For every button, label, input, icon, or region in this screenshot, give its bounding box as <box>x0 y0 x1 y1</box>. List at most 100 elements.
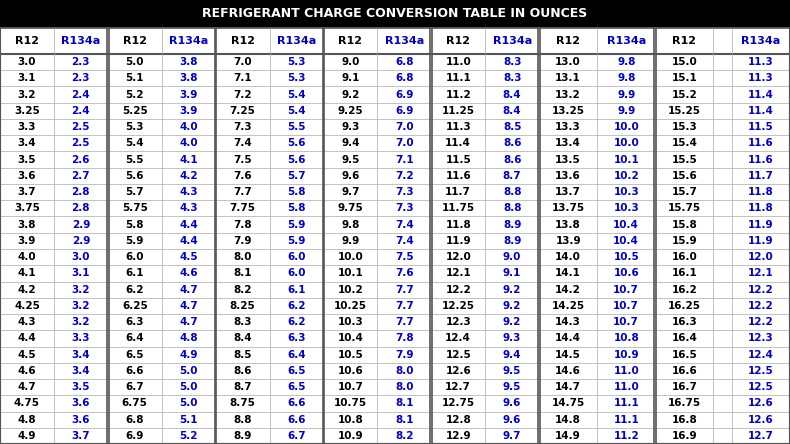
Text: R134a: R134a <box>276 36 316 46</box>
Text: 5.9: 5.9 <box>288 236 306 246</box>
Text: 16.9: 16.9 <box>672 431 697 441</box>
Text: 8.0: 8.0 <box>395 382 414 392</box>
Text: 13.5: 13.5 <box>555 155 581 165</box>
Text: 3.6: 3.6 <box>72 415 90 424</box>
Text: 9.9: 9.9 <box>341 236 359 246</box>
Text: 8.1: 8.1 <box>233 268 252 278</box>
Text: 3.8: 3.8 <box>179 73 198 83</box>
Text: 14.0: 14.0 <box>555 252 581 262</box>
Text: 4.0: 4.0 <box>179 122 198 132</box>
Text: R134a: R134a <box>741 36 781 46</box>
Text: 4.1: 4.1 <box>17 268 36 278</box>
Text: 12.75: 12.75 <box>442 398 475 408</box>
Text: 10.25: 10.25 <box>334 301 367 311</box>
Text: 2.5: 2.5 <box>72 139 90 148</box>
Text: 9.3: 9.3 <box>503 333 521 343</box>
Text: 8.4: 8.4 <box>233 333 252 343</box>
Text: 6.9: 6.9 <box>126 431 144 441</box>
Text: 16.0: 16.0 <box>672 252 697 262</box>
Text: 11.0: 11.0 <box>613 382 639 392</box>
Text: 6.0: 6.0 <box>126 252 144 262</box>
Text: 5.1: 5.1 <box>179 415 198 424</box>
Text: 4.6: 4.6 <box>179 268 198 278</box>
Text: 9.4: 9.4 <box>341 139 359 148</box>
Text: 9.1: 9.1 <box>341 73 359 83</box>
Text: 15.8: 15.8 <box>672 220 697 230</box>
Text: 6.3: 6.3 <box>288 333 306 343</box>
Text: 4.6: 4.6 <box>17 366 36 376</box>
Text: 8.7: 8.7 <box>503 171 521 181</box>
Text: 5.7: 5.7 <box>126 187 144 197</box>
Text: 4.2: 4.2 <box>179 171 198 181</box>
Text: 15.3: 15.3 <box>672 122 697 132</box>
Text: 6.7: 6.7 <box>288 431 306 441</box>
Text: R134a: R134a <box>492 36 532 46</box>
Text: 7.3: 7.3 <box>233 122 252 132</box>
Text: 4.25: 4.25 <box>14 301 40 311</box>
Text: 10.7: 10.7 <box>613 317 639 327</box>
Text: 14.4: 14.4 <box>555 333 581 343</box>
Text: 15.9: 15.9 <box>672 236 697 246</box>
Text: 12.2: 12.2 <box>446 285 471 295</box>
Text: 5.2: 5.2 <box>126 90 144 99</box>
Text: 9.0: 9.0 <box>503 252 521 262</box>
Text: 7.3: 7.3 <box>395 203 414 214</box>
Text: 5.6: 5.6 <box>288 155 306 165</box>
Text: 10.5: 10.5 <box>613 252 639 262</box>
Text: 7.9: 7.9 <box>233 236 252 246</box>
Text: 5.3: 5.3 <box>288 73 306 83</box>
Text: 4.2: 4.2 <box>17 285 36 295</box>
Text: 6.75: 6.75 <box>122 398 148 408</box>
Text: 9.9: 9.9 <box>617 106 635 116</box>
Text: 7.6: 7.6 <box>233 171 252 181</box>
Text: 3.9: 3.9 <box>17 236 36 246</box>
Text: 11.4: 11.4 <box>446 139 471 148</box>
Text: 6.9: 6.9 <box>395 106 413 116</box>
Text: 6.5: 6.5 <box>288 366 306 376</box>
Text: 16.7: 16.7 <box>672 382 698 392</box>
Text: 6.6: 6.6 <box>288 398 306 408</box>
Text: 7.5: 7.5 <box>233 155 252 165</box>
Text: 4.8: 4.8 <box>179 333 198 343</box>
Text: 9.5: 9.5 <box>341 155 359 165</box>
Text: 8.1: 8.1 <box>395 398 414 408</box>
Text: 9.2: 9.2 <box>503 317 521 327</box>
Text: 3.9: 3.9 <box>179 106 198 116</box>
Text: 14.2: 14.2 <box>555 285 581 295</box>
Text: 11.5: 11.5 <box>446 155 471 165</box>
Text: 2.3: 2.3 <box>72 57 90 67</box>
Text: 7.8: 7.8 <box>233 220 252 230</box>
Text: 5.0: 5.0 <box>179 398 198 408</box>
Text: 7.7: 7.7 <box>395 285 414 295</box>
Text: 4.5: 4.5 <box>17 349 36 360</box>
Text: 4.3: 4.3 <box>17 317 36 327</box>
Text: 15.6: 15.6 <box>672 171 697 181</box>
Text: 7.2: 7.2 <box>395 171 414 181</box>
Text: 6.1: 6.1 <box>126 268 144 278</box>
Text: 3.4: 3.4 <box>72 366 90 376</box>
Text: 4.7: 4.7 <box>179 301 198 311</box>
Text: 12.8: 12.8 <box>446 415 471 424</box>
Text: 6.4: 6.4 <box>288 349 306 360</box>
Text: 10.5: 10.5 <box>337 349 363 360</box>
Text: R134a: R134a <box>169 36 209 46</box>
Text: 4.7: 4.7 <box>17 382 36 392</box>
Text: 11.3: 11.3 <box>446 122 471 132</box>
Text: 3.9: 3.9 <box>179 90 198 99</box>
Text: 5.1: 5.1 <box>126 73 144 83</box>
Text: 5.2: 5.2 <box>179 431 198 441</box>
Text: 5.9: 5.9 <box>288 220 306 230</box>
Text: 7.1: 7.1 <box>395 155 414 165</box>
Text: 11.9: 11.9 <box>748 236 773 246</box>
Text: 11.9: 11.9 <box>446 236 471 246</box>
Text: 10.75: 10.75 <box>334 398 367 408</box>
Text: 15.25: 15.25 <box>668 106 701 116</box>
Text: 8.0: 8.0 <box>233 252 252 262</box>
Text: 6.8: 6.8 <box>395 73 414 83</box>
Text: 7.25: 7.25 <box>230 106 255 116</box>
Text: 12.5: 12.5 <box>446 349 471 360</box>
Text: 2.7: 2.7 <box>72 171 90 181</box>
Text: 2.8: 2.8 <box>72 187 90 197</box>
Text: 11.6: 11.6 <box>748 139 774 148</box>
Text: 4.1: 4.1 <box>179 155 198 165</box>
